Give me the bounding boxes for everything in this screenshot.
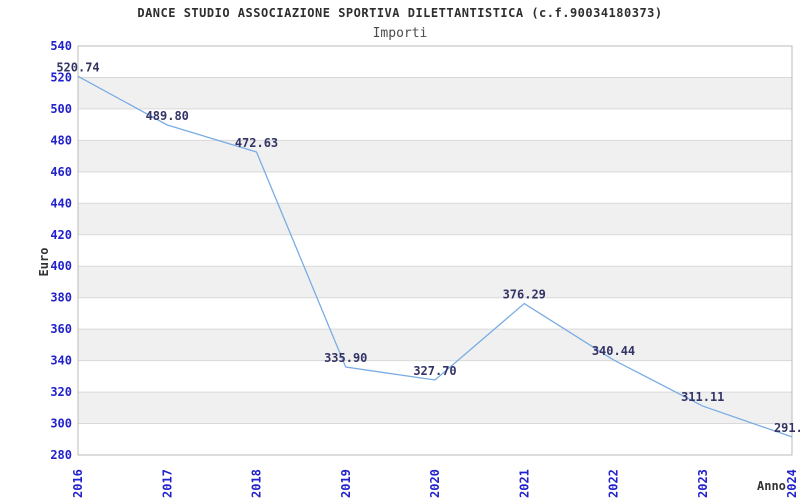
- y-tick-label: 280: [50, 448, 72, 462]
- y-tick-label: 400: [50, 259, 72, 273]
- y-tick-label: 480: [50, 133, 72, 147]
- x-tick-label: 2018: [250, 469, 264, 498]
- background-band: [78, 203, 792, 235]
- x-tick-label: 2021: [517, 469, 531, 498]
- plot-border: [77, 45, 793, 456]
- background-band: [78, 266, 792, 298]
- background-band: [78, 140, 792, 172]
- x-tick-label: 2023: [696, 469, 710, 498]
- x-tick-label: 2016: [71, 469, 85, 498]
- x-tick-label: 2020: [428, 469, 442, 498]
- x-tick-label: 2019: [339, 469, 353, 498]
- y-tick-label: 360: [50, 322, 72, 336]
- y-tick-label: 320: [50, 385, 72, 399]
- x-tick-label: 2017: [160, 469, 174, 498]
- data-point-label: 520.74: [56, 60, 99, 74]
- y-tick-label: 420: [50, 228, 72, 242]
- data-point-label: 335.90: [324, 351, 367, 365]
- data-point-label: 327.70: [413, 364, 456, 378]
- y-tick-label: 380: [50, 291, 72, 305]
- data-point-label: 340.44: [592, 344, 635, 358]
- y-tick-label: 300: [50, 417, 72, 431]
- chart-title: DANCE STUDIO ASSOCIAZIONE SPORTIVA DILET…: [137, 6, 663, 20]
- y-tick-label: 500: [50, 102, 72, 116]
- x-axis-title: Anno: [757, 479, 786, 493]
- chart-subtitle: Importi: [372, 26, 428, 41]
- x-tick-label: 2022: [607, 469, 621, 498]
- data-point-label: 489.80: [146, 109, 189, 123]
- data-point-label: 376.29: [503, 288, 546, 302]
- y-tick-label: 520: [50, 70, 72, 84]
- y-tick-label: 460: [50, 165, 72, 179]
- data-point-label: 472.63: [235, 136, 278, 150]
- y-tick-label: 540: [50, 39, 72, 53]
- background-band: [78, 392, 792, 424]
- data-point-label: 291.5: [774, 421, 800, 435]
- background-band: [78, 329, 792, 361]
- y-tick-label: 440: [50, 196, 72, 210]
- importi-line: [77, 75, 793, 438]
- y-tick-label: 340: [50, 354, 72, 368]
- background-band: [78, 77, 792, 109]
- data-point-label: 311.11: [681, 390, 724, 404]
- x-tick-label: 2024: [785, 469, 799, 498]
